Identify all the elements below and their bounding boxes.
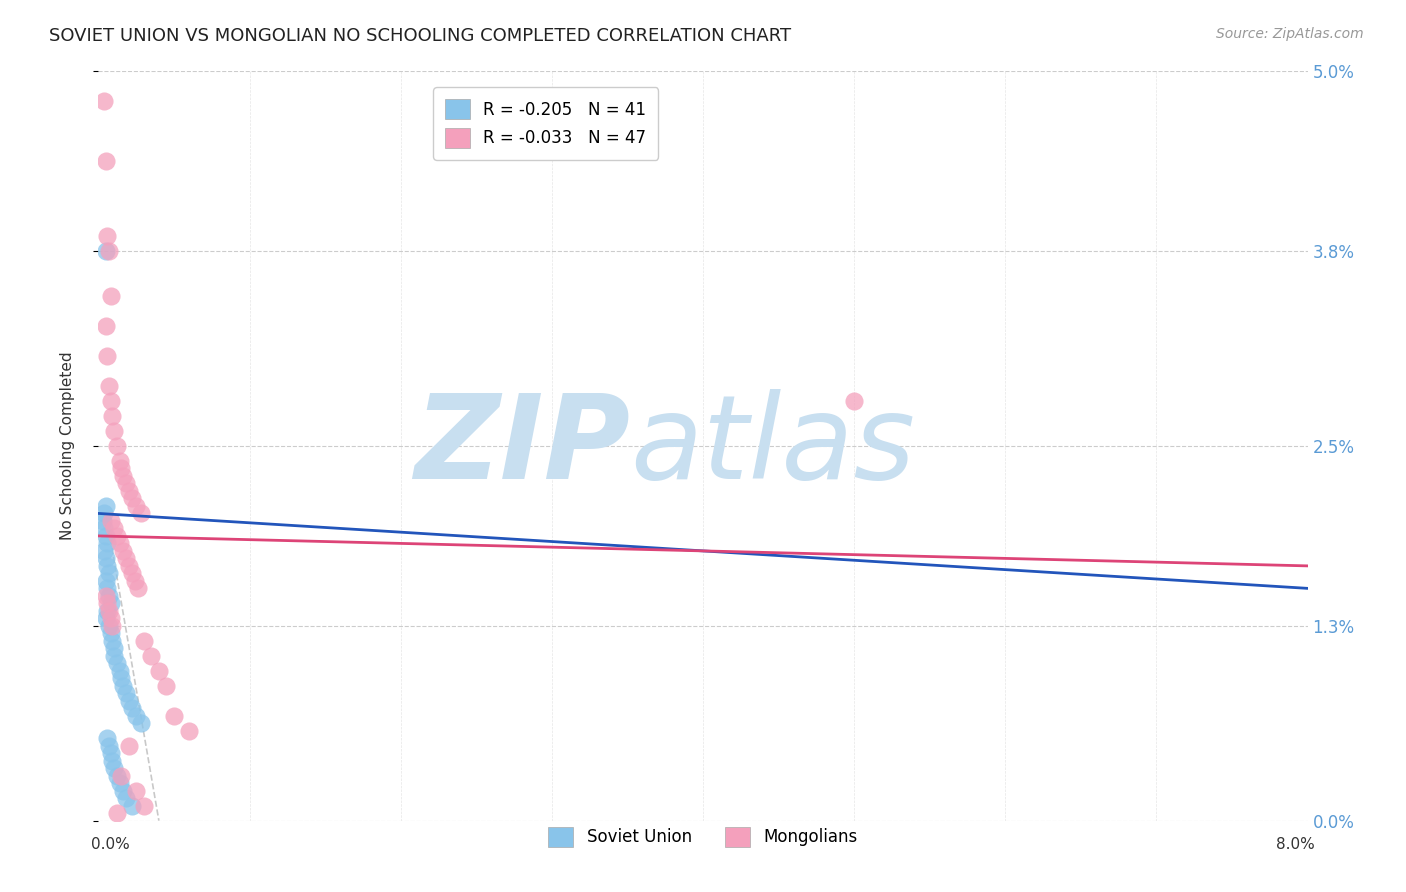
Point (118, 558, 141, 573)
Y-axis label: No Schooling Completed: No Schooling Completed (60, 351, 75, 541)
Point (125, 783, 148, 797)
Text: atlas: atlas (630, 389, 915, 503)
Text: ZIP: ZIP (415, 389, 630, 503)
Point (124, 574, 146, 588)
Point (132, 798, 155, 813)
Point (94, 574, 117, 588)
Point (105, 769, 128, 783)
Point (94, 244, 117, 259)
Point (103, 521, 125, 535)
Point (100, 611, 122, 625)
Point (103, 648, 125, 663)
Point (94, 154, 117, 169)
Point (98, 619, 121, 633)
Point (114, 551, 136, 566)
Point (94, 529, 117, 543)
Point (111, 544, 134, 558)
Point (111, 679, 134, 693)
Text: 8.0%: 8.0% (1275, 837, 1315, 852)
Point (118, 483, 141, 498)
Point (93, 507, 115, 521)
Point (108, 454, 131, 468)
Point (105, 806, 128, 821)
Point (148, 664, 170, 678)
Point (96, 604, 118, 618)
Point (93, 521, 115, 535)
Point (96, 596, 118, 610)
Point (118, 694, 141, 708)
Point (94, 589, 117, 603)
Point (105, 529, 128, 543)
Point (114, 791, 136, 805)
Legend: Soviet Union, Mongolians: Soviet Union, Mongolians (541, 820, 865, 854)
Point (94, 551, 117, 566)
Point (103, 641, 125, 656)
Point (94, 499, 117, 513)
Point (125, 499, 148, 513)
Point (98, 379, 121, 393)
Point (108, 536, 131, 550)
Point (103, 761, 125, 775)
Point (96, 731, 118, 746)
Point (110, 769, 132, 783)
Point (108, 664, 131, 678)
Text: Source: ZipAtlas.com: Source: ZipAtlas.com (1216, 27, 1364, 41)
Point (121, 701, 143, 715)
Point (844, 394, 866, 409)
Point (179, 723, 201, 738)
Point (96, 582, 118, 596)
Point (98, 604, 121, 618)
Point (127, 582, 149, 596)
Point (118, 739, 141, 753)
Point (121, 491, 143, 506)
Point (100, 746, 122, 760)
Point (105, 657, 128, 671)
Point (108, 776, 131, 790)
Point (132, 633, 155, 648)
Point (155, 679, 177, 693)
Point (105, 439, 128, 453)
Point (110, 671, 132, 685)
Text: SOVIET UNION VS MONGOLIAN NO SCHOOLING COMPLETED CORRELATION CHART: SOVIET UNION VS MONGOLIAN NO SCHOOLING C… (49, 27, 792, 45)
Point (129, 716, 152, 731)
Point (96, 229, 118, 244)
Point (141, 648, 163, 663)
Point (129, 507, 152, 521)
Point (100, 289, 122, 303)
Point (100, 394, 122, 409)
Point (111, 469, 134, 483)
Point (121, 566, 143, 581)
Point (121, 798, 143, 813)
Point (94, 611, 117, 625)
Point (111, 783, 134, 797)
Point (96, 558, 118, 573)
Point (96, 349, 118, 363)
Point (93, 544, 115, 558)
Point (98, 566, 121, 581)
Point (96, 536, 118, 550)
Point (98, 739, 121, 753)
Point (91, 514, 114, 528)
Point (114, 476, 136, 491)
Point (101, 754, 124, 768)
Point (163, 708, 186, 723)
Point (101, 633, 124, 648)
Point (101, 619, 124, 633)
Point (101, 409, 124, 423)
Point (114, 686, 136, 700)
Point (100, 626, 122, 640)
Point (110, 461, 132, 475)
Point (94, 319, 117, 334)
Point (98, 589, 121, 603)
Point (125, 708, 148, 723)
Point (100, 596, 122, 610)
Point (100, 514, 122, 528)
Text: 0.0%: 0.0% (91, 837, 131, 852)
Point (103, 424, 125, 438)
Point (93, 95, 115, 109)
Point (98, 244, 121, 259)
